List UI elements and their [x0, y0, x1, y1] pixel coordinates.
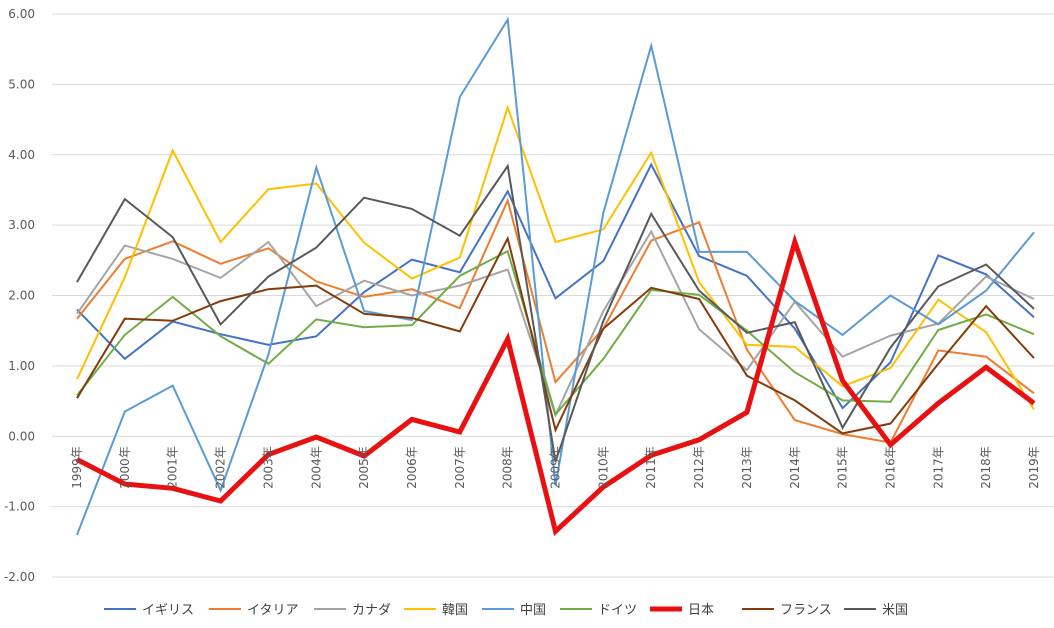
legend-label: 韓国	[442, 603, 468, 618]
x-tick-label: 2003年	[261, 446, 275, 489]
x-tick-label: 2018年	[979, 446, 993, 489]
x-tick-label: 2009年	[549, 446, 563, 489]
legend: イギリス イタリア カナダ 韓国 中国 ドイツ 日本 フランス 米国	[104, 603, 908, 618]
x-tick-label: 2006年	[405, 446, 419, 489]
y-tick-label: 5.00	[8, 77, 35, 91]
y-tick-label: -1.00	[4, 500, 35, 514]
legend-label: カナダ	[352, 603, 391, 618]
gridlines	[52, 13, 1054, 578]
x-tick-label: 2017年	[931, 446, 945, 489]
x-tick-label: 2000年	[118, 446, 132, 489]
y-tick-label: -2.00	[4, 570, 35, 584]
legend-label: 日本	[688, 603, 714, 618]
x-tick-label: 2013年	[740, 446, 754, 489]
y-tick-label: 2.00	[8, 289, 35, 303]
x-tick-label: 2010年	[596, 446, 610, 489]
x-tick-label: 2012年	[692, 446, 706, 489]
y-tick-label: 3.00	[8, 218, 35, 232]
series-line-5	[76, 249, 1035, 417]
x-tick-label: 2016年	[883, 446, 897, 489]
series-line-4	[76, 16, 1035, 536]
x-tick-label: 2008年	[501, 446, 515, 489]
legend-label: ドイツ	[598, 603, 637, 618]
y-tick-label: 4.00	[8, 148, 35, 162]
x-tick-label: 2001年	[166, 446, 180, 489]
series-line-0	[76, 162, 1035, 410]
x-tick-label: 2002年	[214, 446, 228, 489]
x-tick-label: 2004年	[309, 446, 323, 489]
y-tick-label: 6.00	[8, 7, 35, 21]
legend-label: イギリス	[142, 603, 194, 618]
y-tick-label: 0.00	[8, 429, 35, 443]
legend-label: イタリア	[247, 603, 298, 618]
x-tick-label: 2007年	[453, 446, 467, 489]
series-line-8	[76, 163, 1035, 462]
series-line-6	[75, 233, 1036, 537]
x-tick-label: 2019年	[1027, 446, 1041, 489]
x-tick-label: 2015年	[836, 446, 850, 489]
legend-label: 中国	[520, 603, 546, 618]
y-tick-label: 1.00	[8, 359, 35, 373]
x-tick-label: 2014年	[788, 446, 802, 489]
series-line-1	[76, 197, 1035, 444]
series-lines	[75, 16, 1036, 537]
x-tick-label: 2005年	[357, 446, 371, 489]
x-tick-label: 1999年	[70, 446, 84, 489]
legend-label: 米国	[882, 603, 908, 618]
x-axis-ticks: 1999年 2000年 2001年 2002年 2003年 2004年 2005年 2006年…	[70, 446, 1041, 489]
x-tick-label: 2011年	[644, 446, 658, 489]
y-axis-ticks: -2.00 -1.00 0.00 1.00 2.00 3.00 4.00 5.00 6.00	[4, 7, 35, 584]
series-line-3	[76, 104, 1035, 411]
legend-label: フランス	[780, 603, 832, 618]
